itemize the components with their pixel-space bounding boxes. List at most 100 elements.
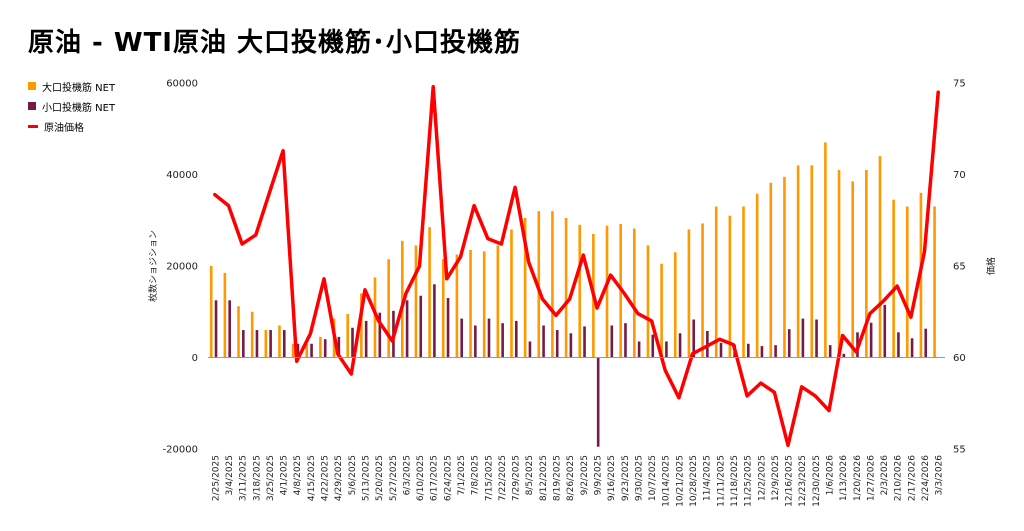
bar-large-spec xyxy=(469,249,472,358)
legend-label-large-spec: 大口投機筋 NET xyxy=(42,82,116,94)
x-tick-label: 2/10/2026 xyxy=(894,455,904,501)
x-tick-label: 1/13/2026 xyxy=(839,455,849,501)
bar-large-spec xyxy=(755,193,759,358)
bar-small-spec xyxy=(897,332,900,358)
bar-small-spec xyxy=(787,329,791,358)
y-left-tick-label: 0 xyxy=(192,353,198,364)
x-tick-label: 1/20/2026 xyxy=(853,455,863,501)
x-tick-label: 12/16/2025 xyxy=(785,455,795,507)
bar-large-spec xyxy=(455,254,459,358)
bar-large-spec xyxy=(496,245,500,358)
bar-large-spec xyxy=(373,277,377,358)
x-tick-label: 4/15/2025 xyxy=(307,455,317,501)
bar-small-spec xyxy=(610,325,614,358)
bar-small-spec xyxy=(760,346,764,358)
legend-swatch-oil-price xyxy=(28,124,38,128)
x-tick-label: 1/6/2026 xyxy=(826,455,836,496)
x-tick-label: 9/30/2025 xyxy=(634,455,644,501)
x-tick-label: 11/4/2025 xyxy=(703,455,713,501)
y-right-tick-label: 60 xyxy=(953,353,966,364)
bar-large-spec xyxy=(851,181,854,358)
bar-large-spec xyxy=(769,182,773,358)
x-tick-label: 7/29/2025 xyxy=(512,455,522,501)
bar-small-spec xyxy=(474,325,477,358)
bar-small-spec xyxy=(351,327,354,358)
bar-small-spec xyxy=(514,320,518,358)
x-tick-label: 7/8/2025 xyxy=(471,455,481,495)
bar-large-spec xyxy=(400,240,404,358)
bar-large-spec xyxy=(714,206,718,358)
x-tick-label: 6/3/2025 xyxy=(402,455,412,495)
bar-large-spec xyxy=(646,245,650,358)
bar-small-spec xyxy=(651,334,655,358)
bar-small-spec xyxy=(296,343,300,358)
y-left-axis-title: 枚数ショジション xyxy=(147,230,159,302)
x-tick-label: 9/16/2025 xyxy=(607,455,617,501)
x-tick-label: 10/7/2025 xyxy=(648,455,658,501)
legend-swatch-large-spec xyxy=(28,82,36,90)
bar-small-spec xyxy=(924,328,928,358)
bar-large-spec xyxy=(660,263,663,358)
bar-large-spec xyxy=(237,306,240,358)
bar-large-spec xyxy=(633,228,636,358)
x-tick-label: 5/6/2025 xyxy=(348,455,358,495)
y-left-tick-label: 40000 xyxy=(166,170,198,181)
y-left-tick-label: 20000 xyxy=(166,262,198,273)
bar-small-spec xyxy=(637,341,641,358)
bar-small-spec xyxy=(282,330,286,358)
legend-label-small-spec: 小口投機筋 NET xyxy=(42,102,116,114)
bar-small-spec xyxy=(487,318,491,358)
x-tick-label: 8/5/2025 xyxy=(525,455,535,495)
bar-large-spec xyxy=(291,343,295,358)
bar-small-spec xyxy=(596,357,600,447)
x-tick-label: 4/8/2025 xyxy=(293,455,303,495)
x-tick-label: 5/13/2025 xyxy=(362,455,372,501)
x-tick-label: 9/2/2025 xyxy=(580,455,590,495)
bar-large-spec xyxy=(878,156,882,358)
bar-small-spec xyxy=(310,343,313,358)
x-tick-label: 5/20/2025 xyxy=(375,455,385,501)
x-tick-label: 3/3/2026 xyxy=(935,455,945,496)
y-right-tick-label: 55 xyxy=(953,445,966,456)
bar-small-spec xyxy=(528,341,532,358)
x-tick-label: 3/18/2025 xyxy=(252,455,262,501)
bar-large-spec xyxy=(278,325,281,358)
bar-small-spec xyxy=(501,323,504,358)
bar-large-spec xyxy=(578,224,582,358)
bar-small-spec xyxy=(869,322,873,358)
bar-large-spec xyxy=(523,217,527,358)
x-tick-label: 4/22/2025 xyxy=(321,455,331,501)
bar-large-spec xyxy=(824,142,827,358)
x-tick-label: 2/17/2026 xyxy=(907,455,917,501)
bar-large-spec xyxy=(223,272,227,358)
bar-small-spec xyxy=(542,325,545,358)
x-tick-label: 8/19/2025 xyxy=(553,455,563,501)
axis-layer: -20000 0 20000 40000 60000 55 60 65 70 75 枚数ショジション… xyxy=(147,79,997,507)
bar-large-spec xyxy=(305,343,309,358)
bar-large-spec xyxy=(264,330,268,358)
y-right-axis-title: 価格 xyxy=(985,257,997,275)
x-tick-label: 10/28/2025 xyxy=(689,455,699,507)
bar-large-spec xyxy=(482,251,486,358)
bar-large-spec xyxy=(564,217,568,358)
y-right-tick-label: 75 xyxy=(953,79,966,90)
bar-small-spec xyxy=(323,339,327,358)
bar-large-spec xyxy=(250,311,254,358)
y-left-tick-label: -20000 xyxy=(163,445,198,456)
bar-small-spec xyxy=(419,295,423,358)
bar-large-spec xyxy=(360,293,363,358)
bar-large-spec xyxy=(551,211,554,358)
bar-small-spec xyxy=(842,353,846,358)
x-tick-label: 12/30/2025 xyxy=(812,455,822,507)
bar-large-spec xyxy=(728,215,732,358)
x-tick-label: 1/27/2026 xyxy=(866,455,876,501)
x-tick-label: 2/25/2025 xyxy=(211,455,221,501)
x-tick-label: 2/24/2026 xyxy=(921,455,931,501)
bar-small-spec xyxy=(747,343,750,358)
x-tick-label: 8/26/2025 xyxy=(566,455,576,501)
legend-swatch-small-spec xyxy=(28,102,36,110)
bar-large-spec xyxy=(865,169,868,358)
bar-large-spec xyxy=(673,252,677,358)
bar-small-spec xyxy=(719,342,723,358)
